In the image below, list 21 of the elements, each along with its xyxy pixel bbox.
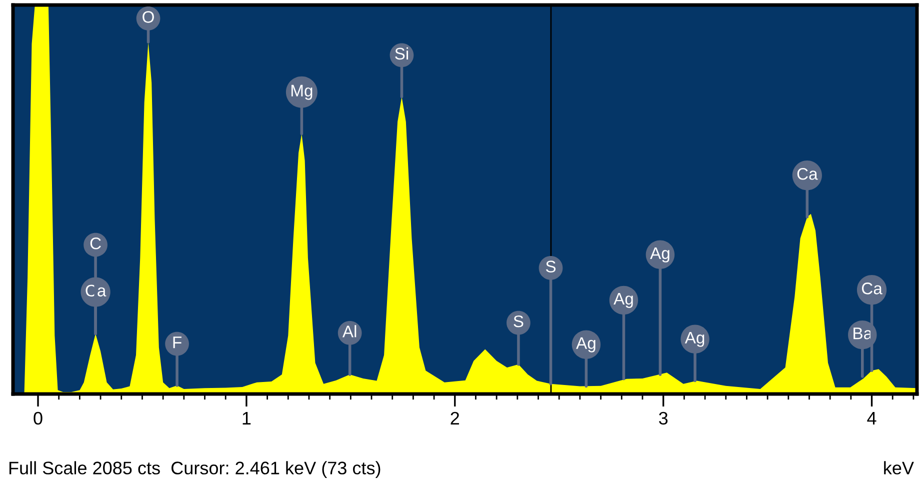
- x-tick-label: 1: [242, 412, 251, 424]
- annotation: Si: [395, 47, 408, 60]
- x-tick-label: 0: [34, 412, 42, 425]
- annotation: O: [142, 11, 154, 23]
- annotation: Ca: [862, 282, 882, 294]
- x-axis-title: keV: [884, 461, 914, 474]
- x-tick-label: 2: [450, 412, 460, 424]
- annotation: F: [173, 336, 182, 348]
- text: Full Scale 2085 cts Cursor: 2.461 keV (73 cts): [9, 461, 380, 478]
- annotation: S: [546, 260, 556, 272]
- annotation: Ag: [684, 332, 704, 347]
- x-tick-label: 3: [659, 412, 668, 425]
- annotation: Ag: [614, 293, 633, 308]
- annotation: Ag: [576, 337, 596, 352]
- x-tick-label: 4: [867, 412, 876, 424]
- annotation: Al: [342, 325, 356, 338]
- annotation: Ca: [797, 168, 818, 180]
- annotation: C: [90, 237, 101, 250]
- annotation: Ag: [650, 247, 670, 262]
- annotation: S: [514, 315, 524, 328]
- annotation: Mg: [291, 84, 312, 100]
